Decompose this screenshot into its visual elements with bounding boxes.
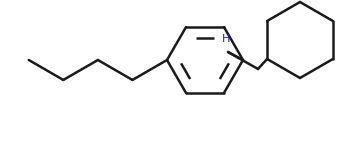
Text: H: H	[222, 34, 230, 44]
